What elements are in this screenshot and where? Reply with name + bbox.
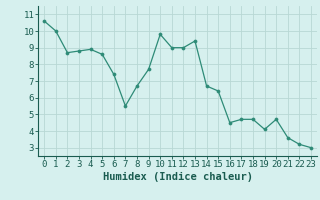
X-axis label: Humidex (Indice chaleur): Humidex (Indice chaleur): [103, 172, 252, 182]
